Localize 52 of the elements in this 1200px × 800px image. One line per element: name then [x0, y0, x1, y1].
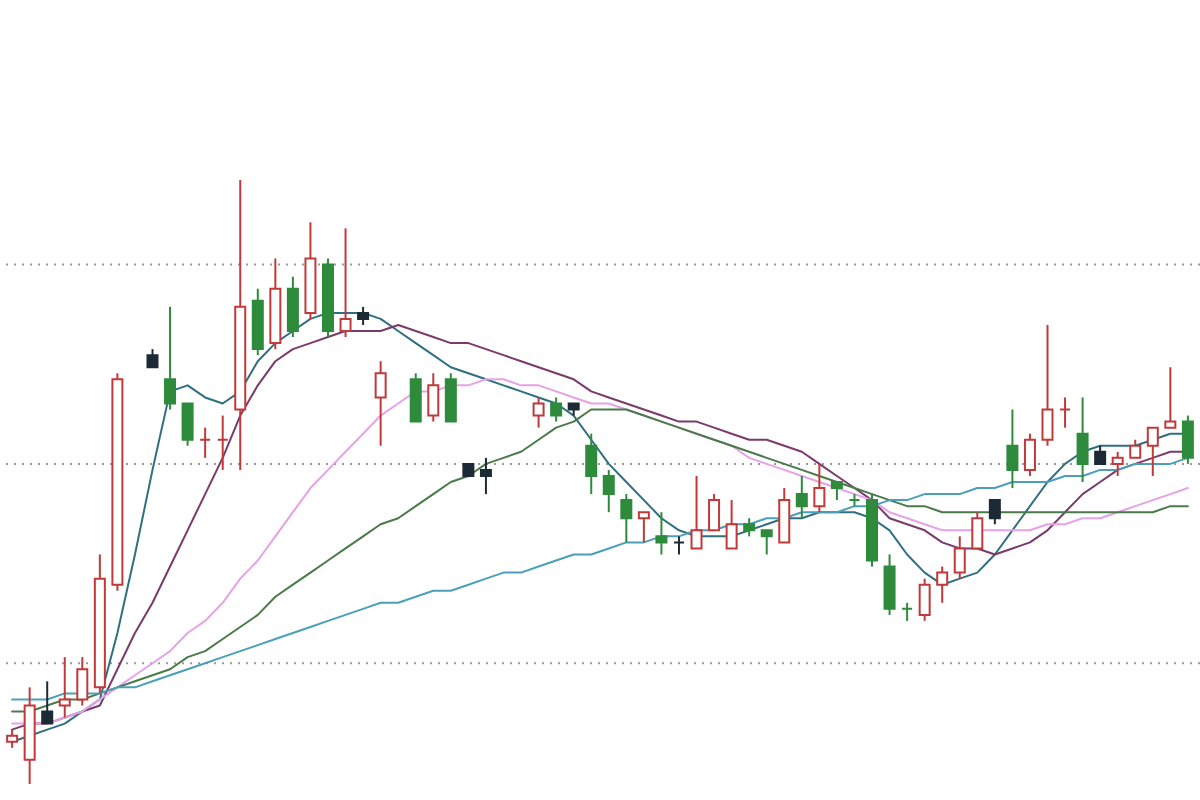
- candlestick: [1059, 396, 1072, 429]
- candlestick: [41, 680, 54, 725]
- candlestick: [76, 656, 89, 707]
- candlestick: [585, 432, 598, 496]
- candlestick: [901, 601, 914, 622]
- candlestick: [971, 511, 984, 550]
- candlestick: [479, 456, 492, 496]
- candlestick: [532, 396, 545, 429]
- candlestick: [988, 499, 1001, 526]
- candlestick: [778, 487, 791, 544]
- candlestick: [1146, 426, 1159, 477]
- candlestick: [1164, 366, 1177, 429]
- candlestick: [58, 656, 71, 719]
- candlestick: [637, 511, 650, 544]
- candlestick: [1041, 323, 1054, 447]
- candlestick: [883, 553, 896, 616]
- candlestick: [655, 511, 668, 556]
- candlestick: [1111, 450, 1124, 477]
- candlestick: [216, 414, 229, 471]
- candlestick: [760, 529, 773, 556]
- candlestick: [918, 577, 931, 622]
- candlestick: [743, 517, 756, 538]
- candlestick: [1006, 408, 1019, 490]
- candlestick: [690, 474, 703, 550]
- candlestick: [427, 372, 440, 423]
- candlestick: [199, 426, 212, 459]
- candlestick: [6, 728, 19, 749]
- candlestick: [164, 305, 177, 411]
- candlestick: [672, 535, 685, 556]
- candlestick: [409, 372, 422, 423]
- candlestick: [813, 462, 826, 514]
- candlestick: [550, 396, 563, 423]
- candlestick: [602, 468, 615, 514]
- candlestick: [444, 372, 457, 423]
- candlestick: [1094, 444, 1107, 465]
- candlestick: [1076, 396, 1089, 483]
- candlestick: [725, 499, 738, 550]
- candlestick: [830, 481, 843, 502]
- candlestick: [357, 305, 370, 326]
- candlestick: [936, 565, 949, 604]
- candlestick: [339, 227, 352, 339]
- candlestick: [1023, 432, 1036, 477]
- candlestick: [708, 493, 721, 532]
- candlestick: [181, 402, 194, 447]
- candlestick: [620, 493, 633, 544]
- candlestick: [1181, 414, 1194, 465]
- candlestick: [953, 535, 966, 580]
- candlestick: [1129, 438, 1142, 459]
- candlestick: [146, 348, 159, 369]
- candlestick: [374, 360, 387, 447]
- candlestick: [795, 474, 808, 520]
- candlestick: [286, 275, 299, 339]
